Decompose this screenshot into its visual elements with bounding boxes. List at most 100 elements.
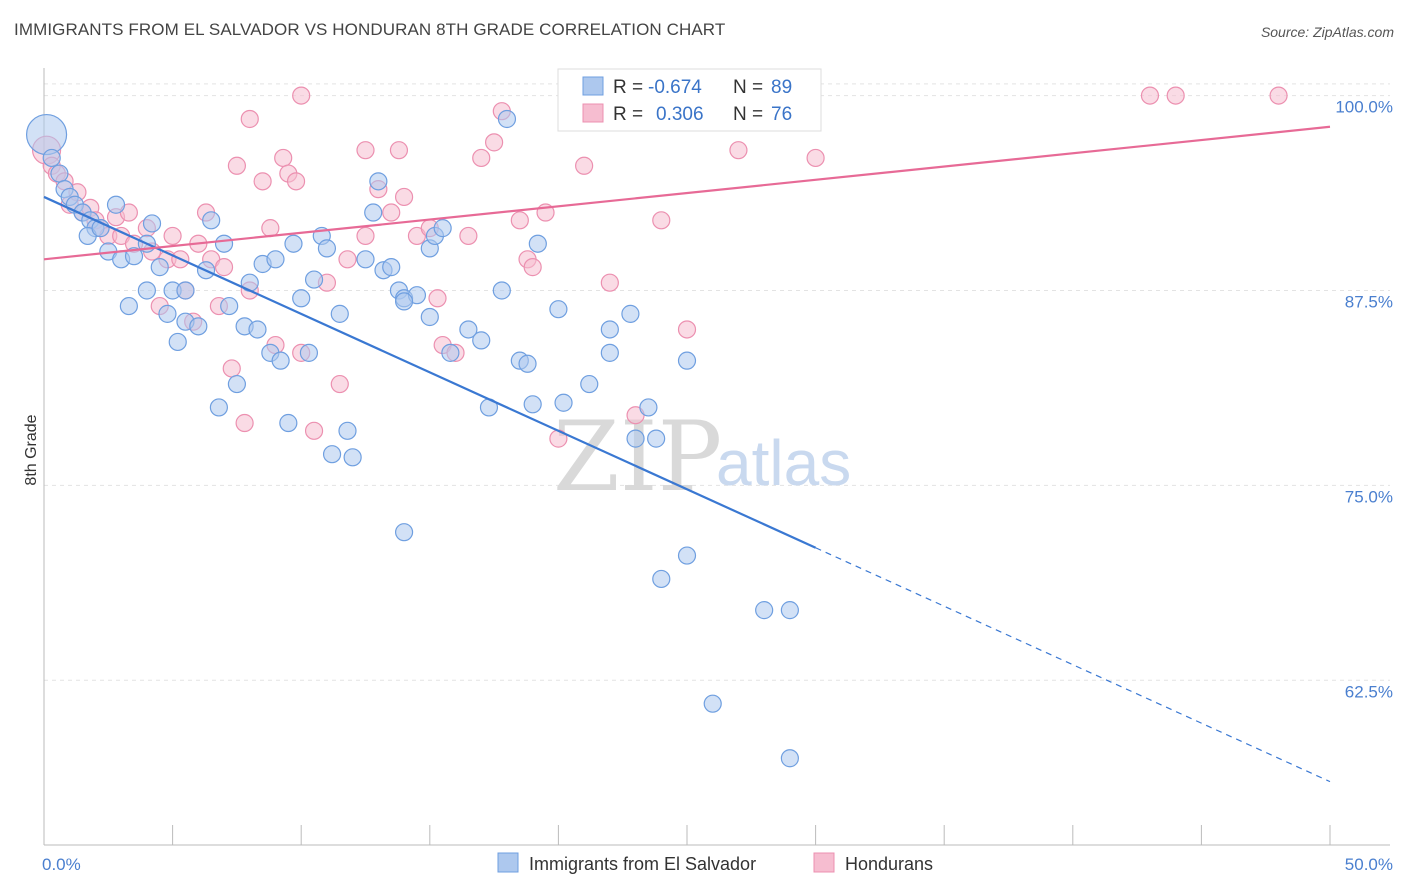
honduran-point-52 [459, 226, 478, 246]
el-salvador-point-2 [50, 164, 69, 183]
y-axis-label: 8th Grade [23, 414, 40, 485]
honduran-point-33 [261, 219, 280, 238]
honduran-point-45 [382, 203, 401, 222]
el-salvador-point-87 [780, 601, 799, 620]
el-salvador-point-46 [330, 304, 349, 323]
el-salvador-point-88 [703, 694, 722, 713]
el-salvador-point-61 [420, 307, 439, 327]
watermark-atlas: atlas [716, 427, 851, 499]
chart-title: IMMIGRANTS FROM EL SALVADOR VS HONDURAN … [14, 20, 726, 39]
x-tick-label-1: 50.0% [1345, 855, 1393, 874]
honduran-point-56 [510, 211, 529, 230]
el-salvador-point-49 [343, 448, 362, 467]
el-salvador-point-75 [580, 374, 599, 394]
el-salvador-point-70 [518, 354, 537, 373]
el-salvador-point-37 [266, 250, 285, 269]
bottom-legend-label-pink: Hondurans [845, 854, 933, 874]
trend-line-1 [43, 125, 1331, 261]
el-salvador-point-77 [600, 320, 619, 339]
el-salvador-point-89 [780, 749, 799, 768]
honduran-point-49 [428, 289, 447, 308]
el-salvador-point-0 [25, 113, 68, 156]
honduran-point-27 [214, 258, 234, 277]
honduran-point-42 [338, 250, 357, 269]
source-credit: Source: ZipAtlas.com [1260, 24, 1394, 40]
el-salvador-point-63 [441, 343, 460, 362]
el-salvador-point-19 [119, 296, 138, 316]
el-salvador-point-72 [528, 234, 547, 253]
honduran-point-74 [1269, 86, 1288, 105]
bottom-legend-label-blue: Immigrants from El Salvador [529, 854, 756, 874]
el-salvador-point-71 [523, 395, 542, 414]
legend-n-value-blue: 89 [771, 77, 792, 98]
honduran-point-30 [235, 413, 254, 433]
trend-line-0-extension [815, 547, 1331, 783]
legend-r-label-pink: R = [613, 104, 643, 125]
honduran-point-46 [394, 187, 414, 207]
grid-lines [44, 83, 1390, 681]
el-salvador-point-27 [202, 211, 221, 230]
honduran-point-68 [240, 109, 259, 129]
legend-swatch-pink [582, 103, 604, 123]
el-salvador-point-78 [621, 304, 640, 323]
honduran-point-75 [292, 86, 311, 105]
honduran-point-73 [1166, 86, 1185, 105]
honduran-point-54 [485, 133, 504, 152]
el-salvador-point-84 [652, 569, 671, 589]
el-salvador-point-82 [677, 351, 697, 370]
el-salvador-point-67 [492, 281, 511, 300]
el-salvador-point-50 [356, 250, 375, 269]
honduran-point-43 [356, 226, 375, 246]
y-tick-label-3: 100.0% [1335, 98, 1393, 117]
tick-labels: 62.5% 75.0% 87.5% 100.0% 0.0% 50.0% [42, 98, 1393, 874]
honduran-point-41 [330, 374, 349, 394]
el-salvador-point-18 [137, 281, 156, 300]
el-salvador-point-16 [142, 214, 162, 233]
el-salvador-point-45 [317, 239, 337, 258]
honduran-point-64 [652, 211, 671, 230]
el-salvador-point-38 [279, 413, 298, 433]
el-salvador-point-39 [284, 234, 303, 253]
el-salvador-point-60 [433, 219, 452, 238]
el-salvador-point-47 [338, 421, 357, 440]
el-salvador-point-11 [106, 195, 126, 214]
honduran-point-70 [389, 141, 409, 160]
el-salvador-point-85 [677, 546, 697, 565]
el-salvador-point-25 [189, 317, 208, 336]
hondurans-points [31, 86, 1288, 448]
honduran-point-32 [253, 172, 272, 191]
el-salvador-point-83 [394, 523, 414, 542]
honduran-point-28 [222, 359, 241, 378]
el-salvador-point-23 [168, 332, 187, 352]
el-salvador-point-65 [472, 331, 491, 350]
honduran-point-35 [274, 148, 293, 168]
honduran-point-62 [600, 273, 619, 292]
el-salvador-point-81 [647, 429, 666, 448]
legend-box: R = -0.674 N = 89 R = 0.306 N = 76 [557, 68, 822, 132]
el-salvador-point-48 [322, 445, 342, 464]
legend-n-label-blue: N = [733, 77, 763, 98]
el-salvador-point-54 [382, 258, 401, 277]
bottom-legend: Immigrants from El Salvador Hondurans [497, 852, 933, 874]
el-salvador-point-62 [394, 292, 414, 311]
honduran-point-58 [523, 258, 542, 277]
el-salvador-point-28 [214, 234, 234, 253]
el-salvador-point-80 [626, 429, 645, 448]
honduran-point-65 [677, 320, 697, 339]
el-salvador-point-64 [459, 320, 478, 339]
honduran-point-53 [472, 148, 491, 168]
el-salvador-point-35 [248, 320, 267, 339]
honduran-point-61 [575, 156, 594, 175]
el-salvador-point-74 [554, 393, 573, 412]
el-salvador-point-20 [158, 304, 177, 323]
legend-swatch-blue [582, 76, 604, 96]
honduran-point-37 [286, 172, 306, 191]
el-salvador-point-14 [124, 247, 144, 266]
trend-lines [43, 125, 1331, 783]
honduran-point-19 [163, 226, 182, 246]
honduran-point-67 [806, 148, 825, 168]
el-salvador-point-29 [220, 296, 239, 316]
el-salvador-point-52 [369, 172, 388, 191]
el-salvador-point-17 [150, 258, 169, 277]
